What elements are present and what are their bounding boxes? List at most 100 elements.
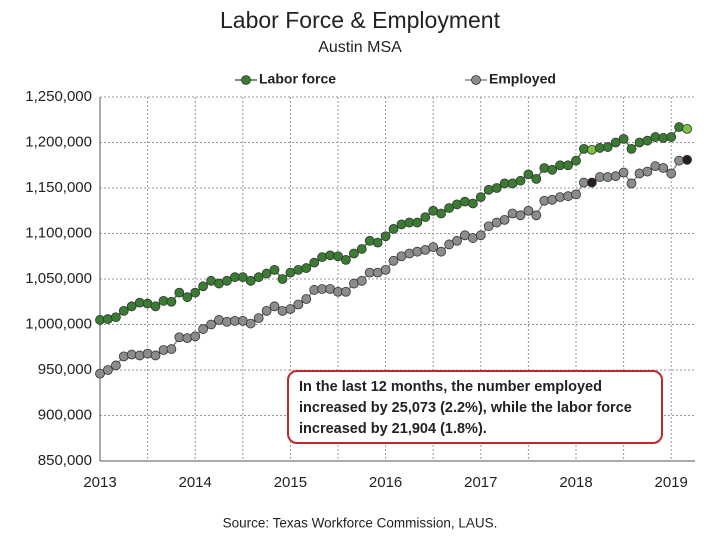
data-point: [380, 231, 391, 242]
data-point: [515, 210, 526, 221]
data-point: [222, 316, 232, 327]
series-line: [99, 126, 688, 321]
data-point: [174, 287, 185, 298]
data-point: [174, 332, 185, 343]
source: Source: Texas Workforce Commission, LAUS…: [223, 516, 498, 531]
y-tick-label: 1,050,000: [25, 270, 92, 287]
data-point: [674, 155, 685, 166]
data-point: [467, 198, 478, 209]
data-point: [428, 242, 439, 253]
data-point: [269, 301, 280, 312]
data-point: [650, 161, 661, 172]
x-tick-label: 2014: [179, 474, 212, 491]
data-point: [523, 169, 534, 180]
x-tick-label: 2015: [274, 474, 307, 491]
data-point: [658, 163, 669, 173]
data-point: [214, 315, 224, 325]
data-point: [372, 237, 383, 248]
data-point: [277, 305, 288, 316]
data-point: [531, 210, 542, 221]
y-tick-label: 1,100,000: [25, 224, 92, 241]
data-point: [118, 351, 129, 362]
y-tick-label: 1,200,000: [25, 133, 92, 150]
data-point: [515, 175, 526, 186]
data-point: [602, 172, 613, 182]
data-point: [198, 324, 209, 334]
data-point: [285, 304, 296, 314]
data-point: [586, 177, 597, 188]
legend-label: Employed: [489, 71, 556, 87]
data-point: [261, 268, 272, 279]
data-point: [380, 264, 391, 275]
data-point: [269, 264, 280, 275]
data-point: [475, 230, 486, 241]
legend-label: Labor force: [259, 71, 336, 87]
data-point: [420, 212, 431, 223]
data-point: [388, 255, 399, 266]
data-point: [642, 135, 653, 146]
data-point: [341, 286, 351, 297]
data-point: [491, 183, 502, 193]
data-point: [452, 235, 462, 246]
data-point: [571, 155, 581, 166]
data-point: [356, 275, 367, 286]
data-point: [95, 368, 105, 379]
data-point: [118, 305, 129, 316]
data-point: [182, 292, 193, 303]
data-point: [110, 312, 121, 323]
data-point: [150, 301, 161, 312]
data-point: [539, 163, 550, 173]
data-point: [618, 167, 629, 178]
x-tick-label: 2019: [655, 474, 688, 491]
data-point: [618, 133, 629, 144]
data-point: [563, 160, 573, 171]
data-point: [356, 244, 367, 254]
data-point: [166, 296, 177, 307]
data-point: [626, 178, 637, 189]
x-tick-label: 2016: [369, 474, 402, 491]
data-point: [571, 189, 581, 200]
data-point: [483, 184, 494, 195]
data-point: [666, 132, 677, 142]
data-point: [555, 192, 566, 203]
data-point: [277, 274, 288, 284]
y-tick-label: 850,000: [38, 452, 92, 469]
legend-marker: [241, 75, 251, 85]
data-point: [523, 205, 534, 216]
data-point: [444, 203, 454, 213]
data-point: [190, 331, 201, 342]
data-point: [222, 275, 232, 286]
data-point: [563, 191, 573, 202]
data-point: [602, 142, 613, 152]
data-point: [412, 217, 423, 228]
data-point: [253, 313, 264, 324]
data-point: [404, 248, 415, 259]
data-point: [436, 246, 447, 257]
data-point: [253, 272, 264, 283]
x-tick-label: 2018: [559, 474, 592, 491]
data-point: [301, 294, 312, 304]
annotation: In the last 12 months, the number employ…: [287, 370, 663, 444]
data-point: [134, 350, 145, 361]
data-point: [341, 254, 351, 265]
data-point: [634, 168, 645, 179]
data-point: [293, 264, 304, 275]
data-point: [412, 246, 423, 257]
data-point: [166, 344, 177, 354]
y-tick-label: 1,150,000: [25, 179, 92, 196]
data-point: [206, 319, 216, 330]
data-point: [110, 360, 121, 371]
data-point: [547, 164, 558, 175]
data-point: [388, 224, 399, 234]
data-point: [237, 272, 248, 283]
data-point: [182, 333, 193, 344]
data-point: [396, 219, 407, 230]
data-point: [293, 299, 304, 310]
data-point: [103, 314, 113, 324]
y-tick-label: 950,000: [38, 361, 92, 378]
data-point: [198, 281, 209, 292]
data-point: [610, 171, 621, 182]
data-point: [142, 348, 153, 359]
